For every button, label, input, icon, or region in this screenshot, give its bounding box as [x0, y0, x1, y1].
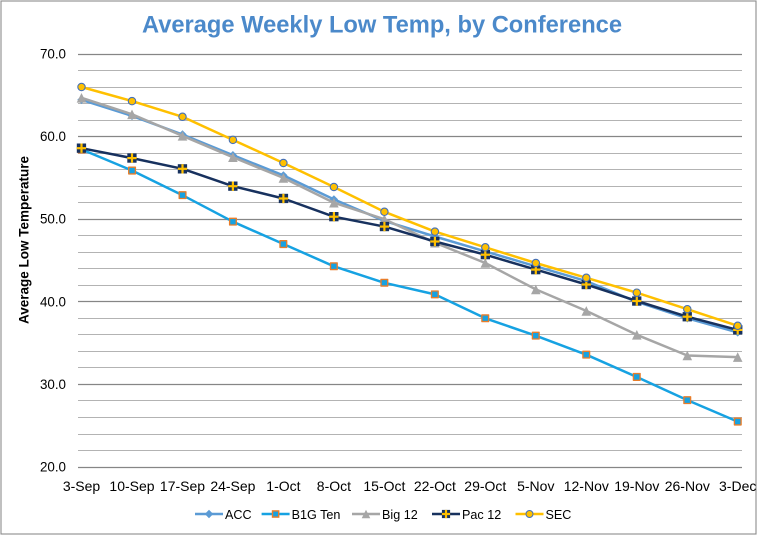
- svg-text:20.0: 20.0: [40, 460, 66, 475]
- svg-text:17-Sep: 17-Sep: [160, 478, 205, 494]
- svg-text:3-Dec: 3-Dec: [719, 478, 756, 494]
- svg-text:1-Oct: 1-Oct: [266, 478, 300, 494]
- svg-text:60.0: 60.0: [40, 129, 66, 144]
- svg-text:ACC: ACC: [225, 508, 252, 522]
- svg-text:19-Nov: 19-Nov: [614, 478, 659, 494]
- svg-text:5-Nov: 5-Nov: [517, 478, 554, 494]
- svg-text:50.0: 50.0: [40, 212, 66, 227]
- svg-text:70.0: 70.0: [40, 47, 66, 62]
- svg-text:SEC: SEC: [546, 508, 572, 522]
- svg-text:22-Oct: 22-Oct: [414, 478, 456, 494]
- svg-text:26-Nov: 26-Nov: [665, 478, 710, 494]
- svg-text:Big 12: Big 12: [382, 508, 418, 522]
- svg-text:Average Weekly Low Temp, by Co: Average Weekly Low Temp, by Conference: [142, 13, 622, 39]
- svg-text:10-Sep: 10-Sep: [109, 478, 154, 494]
- svg-text:24-Sep: 24-Sep: [210, 478, 255, 494]
- svg-text:12-Nov: 12-Nov: [564, 478, 609, 494]
- svg-text:30.0: 30.0: [40, 377, 66, 392]
- svg-text:Pac 12: Pac 12: [462, 508, 501, 522]
- svg-text:3-Sep: 3-Sep: [63, 478, 101, 494]
- svg-text:40.0: 40.0: [40, 294, 66, 309]
- svg-text:29-Oct: 29-Oct: [464, 478, 506, 494]
- svg-text:B1G Ten: B1G Ten: [292, 508, 341, 522]
- svg-text:Average Low Temperature: Average Low Temperature: [17, 155, 32, 324]
- svg-text:15-Oct: 15-Oct: [363, 478, 405, 494]
- svg-text:8-Oct: 8-Oct: [317, 478, 351, 494]
